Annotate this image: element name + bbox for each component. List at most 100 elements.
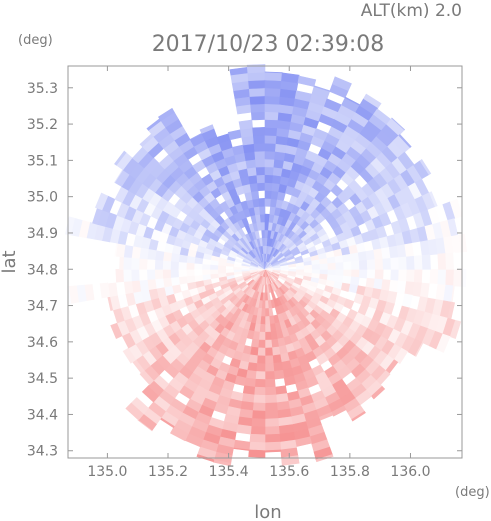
radar-cell [264,394,278,404]
radar-cell [366,268,376,280]
radar-cell [170,276,180,287]
radar-cell [264,158,275,168]
radar-cell [122,347,137,364]
radar-cell [264,95,281,105]
radar-cell [270,338,280,349]
radar-cell [259,205,266,215]
radar-cell [110,322,123,340]
radar-cell [258,331,266,341]
radar-cell [398,256,408,270]
radar-cell [199,124,215,134]
radar-cell [249,182,259,192]
radar-cell [139,370,154,386]
radar-cell [327,268,337,276]
radar-cell [374,268,384,280]
radar-cell [248,441,266,451]
radar-cell [382,257,392,270]
radar-cell [162,259,172,270]
radar-cell [238,119,253,130]
radar-cell [264,433,281,444]
radar-cell [342,253,352,263]
y-tick-label: 34.5 [27,371,58,387]
radar-cell [264,386,277,396]
radar-cell [138,257,148,270]
radar-cell [406,268,416,283]
radar-cell [233,268,242,273]
radar-cell [178,275,188,285]
radar-cell [264,363,275,373]
radar-cell [327,262,337,270]
radar-cell [177,268,187,278]
radar-cell [280,266,290,270]
radar-cell [201,273,211,281]
radar-cell [406,255,416,270]
radar-cell [193,262,203,270]
radar-cell [256,174,266,184]
radar-cell [374,258,384,270]
radar-cell [436,333,451,353]
radar-cell [99,282,111,299]
radar-cell [264,174,274,184]
y-unit-label: (deg) [18,33,53,48]
y-axis-label: lat [0,250,20,273]
radar-cell [357,251,368,262]
y-tick-label: 34.3 [27,444,58,460]
radar-cell [130,257,140,270]
radar-cell [398,268,408,282]
radar-cell [252,134,266,144]
radar-cell [283,375,296,387]
radar-cell [419,158,432,176]
radar-cell [264,292,269,302]
radar-cell [421,268,431,285]
radar-cell [248,174,258,185]
radar-cell [264,103,280,113]
y-axis: 34.3 34.4 34.5 34.6 34.7 34.8 34.9 35.0 35.1 35.2… [27,81,462,460]
radar-cell [250,426,266,436]
radar-cell [331,405,347,417]
radar-cell [437,268,447,286]
x-tick-label: 135.4 [209,464,249,480]
radar-cell [429,268,439,285]
radar-cell [445,268,455,287]
radar-cell [130,268,140,282]
radar-cell [114,150,127,166]
radar-cell [252,126,266,137]
radar-cell [413,255,424,270]
radar-cell [162,268,172,279]
radar-cell [273,369,285,380]
radar-cell [227,129,243,141]
chart-title: 2017/10/23 02:39:08 [152,32,385,57]
radar-cell [185,268,195,277]
radar-cell [258,197,266,207]
radar-cell [458,233,468,253]
radar-cell [234,258,244,264]
radar-cell [421,254,431,270]
radar-cell [366,259,376,270]
radar-cell [257,347,266,357]
radar-cell [185,262,195,270]
radar-cell [231,144,245,156]
radar-cell [250,103,266,113]
y-tick-label: 34.6 [27,335,58,351]
radar-cell [264,79,282,89]
radar-cell [391,117,405,131]
radar-cell [297,75,317,87]
radar-cell [390,257,400,270]
radar-cell [453,268,463,287]
radar-cell [264,71,283,82]
radar-cell [264,441,282,451]
y-tick-label: 34.8 [27,262,58,278]
radar-cell [335,268,345,277]
radar-cell [254,150,266,160]
radar-cell [250,190,260,200]
radar-cell [125,402,144,421]
radar-cell [449,319,462,339]
radar-cell [255,166,266,176]
radar-cell [264,378,276,388]
radar-cell [264,300,269,310]
radar-cell [225,268,234,274]
radar-cell [137,419,153,432]
radar-cell [264,316,271,325]
radar-cell [154,268,164,280]
